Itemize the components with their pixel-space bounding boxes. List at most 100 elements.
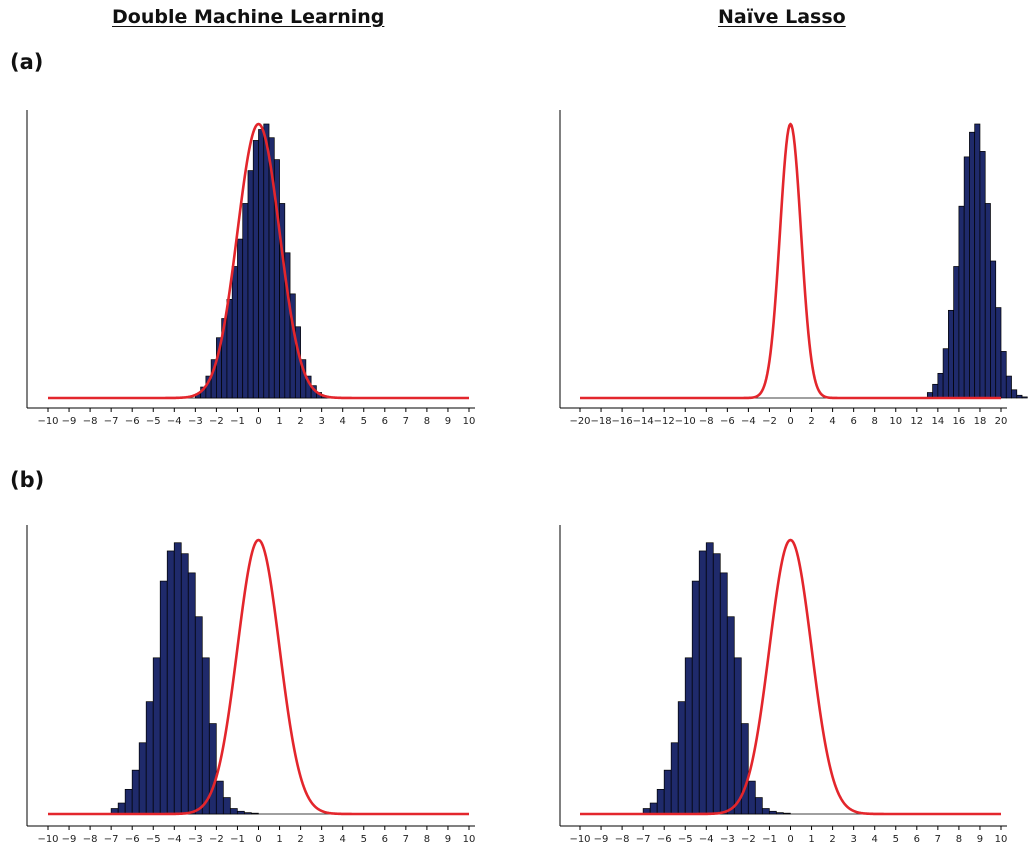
dml-a-tick-label: 2	[297, 416, 303, 427]
dml-b-tick-label: −6	[125, 834, 140, 845]
lasso-a-histogram-bar	[1000, 351, 1007, 399]
lasso-a-histogram-bar	[1005, 375, 1012, 399]
dml-b-histogram-bar	[187, 572, 196, 815]
lasso-a-tick-label: 10	[889, 416, 902, 427]
lasso-b-tick-label: −9	[594, 834, 609, 845]
lasso-b-histogram-bar	[656, 788, 665, 815]
lasso-b-tick-label: 0	[787, 834, 793, 845]
lasso-a-tick-label: 16	[953, 416, 966, 427]
lasso-b-histogram-bar	[726, 616, 735, 815]
lasso-b-histogram-bar	[663, 769, 672, 815]
lasso-b-tick-label: −8	[615, 834, 630, 845]
dml-a-tick-label: 9	[445, 416, 451, 427]
lasso-a-tick-label: −6	[720, 416, 735, 427]
lasso-b-histogram-bar	[747, 780, 756, 815]
lasso-b-tick-label: −10	[569, 834, 590, 845]
dml-a-histogram-bar	[231, 266, 238, 399]
dml-b-tick-label: 4	[340, 834, 346, 845]
lasso-b-histogram-bar	[698, 550, 707, 815]
lasso-b-tick-label: 1	[808, 834, 814, 845]
dml-a-tick-label: −9	[62, 416, 77, 427]
lasso-b-tick-label: −2	[741, 834, 756, 845]
dml-b-histogram-bar	[215, 780, 224, 815]
dml-a-histogram-bar	[237, 238, 244, 399]
dml-a-tick-label: −4	[167, 416, 182, 427]
dml-b-histogram-bar	[138, 742, 147, 815]
lasso-a-histogram-bar	[963, 156, 970, 399]
lasso-b-histogram-bar	[775, 812, 784, 815]
lasso-a-tick-label: −18	[590, 416, 611, 427]
dml-a-tick-label: 7	[403, 416, 409, 427]
dml-b-tick-label: −5	[146, 834, 161, 845]
lasso-b-histogram-bar	[712, 553, 721, 815]
dml-b-density-curve	[47, 538, 470, 816]
dml-b-histogram-bar	[180, 553, 189, 815]
lasso-a-tick-label: 12	[910, 416, 923, 427]
row-a-label: (a)	[10, 50, 44, 74]
lasso-b-histogram-bar	[761, 808, 770, 815]
lasso-a-tick-label: −16	[612, 416, 633, 427]
lasso-b-histogram-bar	[782, 812, 791, 815]
dml-a-histogram-bar	[247, 170, 254, 399]
lasso-a-histogram-bar	[979, 151, 986, 399]
lasso-b-histogram-bar	[740, 723, 749, 815]
lasso-a-histogram-bar	[1021, 396, 1028, 399]
lasso-b-tick-label: −4	[699, 834, 714, 845]
lasso-a-tick-label: 6	[850, 416, 856, 427]
dml-b-histogram-bar	[208, 723, 217, 815]
dml-b-tick-label: −2	[209, 834, 224, 845]
lasso-b-histogram-bar	[670, 742, 679, 815]
lasso-b-tick-label: 2	[829, 834, 835, 845]
dml-a-tick-label: −1	[230, 416, 245, 427]
lasso-a-histogram-bar	[969, 131, 976, 399]
dml-a-tick-label: −2	[209, 416, 224, 427]
dml-b-tick-label: 10	[463, 834, 476, 845]
lasso-b-histogram-bar	[691, 580, 700, 815]
lasso-a-tick-label: 20	[995, 416, 1008, 427]
lasso-a-density-curve	[579, 122, 1002, 400]
dml-b-tick-label: −4	[167, 834, 182, 845]
dml-b-tick-label: −8	[83, 834, 98, 845]
lasso-b-tick-label: 10	[995, 834, 1008, 845]
dml-a-density-curve	[47, 122, 470, 400]
lasso-a-histogram-bar	[937, 372, 944, 399]
lasso-b-tick-label: −6	[657, 834, 672, 845]
dml-b-histogram-bar	[222, 797, 231, 815]
lasso-b-histogram-bar	[768, 810, 777, 815]
lasso-b-tick-label: −1	[762, 834, 777, 845]
dml-a-histogram-bar	[252, 140, 259, 399]
dml-b-tick-label: −10	[37, 834, 58, 845]
lasso-a-tick-label: 2	[808, 416, 814, 427]
lasso-b-density-curve	[579, 538, 1002, 816]
dml-b-histogram-bar	[173, 542, 182, 815]
dml-a-histogram-bar	[226, 299, 233, 399]
dml-b-tick-label: 9	[445, 834, 451, 845]
dml-b-tick-label: 5	[361, 834, 367, 845]
dml-b-tick-label: −1	[230, 834, 245, 845]
dml-a-histogram-bar	[263, 123, 270, 399]
lasso-a-tick-label: −2	[762, 416, 777, 427]
lasso-a-tick-label: −8	[699, 416, 714, 427]
dml-a-tick-label: 4	[340, 416, 346, 427]
lasso-a-tick-label: −4	[741, 416, 756, 427]
dml-b-histogram-bar	[166, 550, 175, 815]
dml-a-tick-label: −7	[104, 416, 119, 427]
dml-a-tick-label: 5	[361, 416, 367, 427]
lasso-b-histogram-bar	[677, 701, 686, 815]
dml-b-histogram-bar	[152, 657, 161, 815]
lasso-a-tick-label: 14	[931, 416, 944, 427]
dml-b-histogram-bar	[229, 808, 238, 815]
dml-b-histogram-bar	[124, 788, 133, 815]
dml-a-tick-label: 8	[424, 416, 430, 427]
lasso-b-tick-label: 6	[914, 834, 920, 845]
dml-b-histogram-bar	[131, 769, 140, 815]
lasso-a-histogram-bar	[932, 383, 939, 399]
dml-b-histogram-bar	[117, 802, 126, 815]
dml-a-tick-label: 1	[276, 416, 282, 427]
dml-b-tick-label: 2	[297, 834, 303, 845]
dml-b-tick-label: 3	[318, 834, 324, 845]
dml-b-tick-label: 1	[276, 834, 282, 845]
lasso-a-tick-label: −20	[569, 416, 590, 427]
dml-b-tick-label: −3	[188, 834, 203, 845]
